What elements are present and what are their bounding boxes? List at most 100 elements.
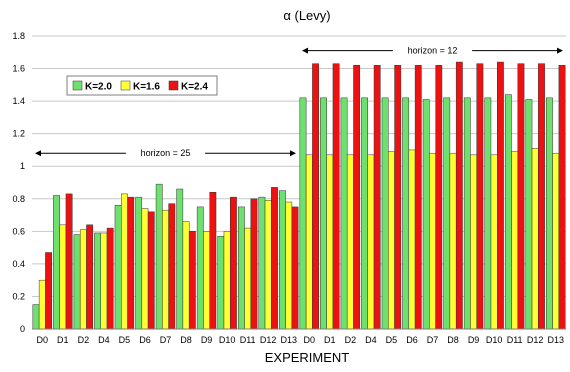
bar [435,65,443,330]
bar [484,97,492,330]
bar [367,154,375,330]
x-tick-label: D1 [57,335,69,345]
x-tick-label: D2 [78,335,90,345]
y-tick-label: 1.2 [12,129,25,139]
bar [312,63,319,330]
x-tick-label: D10 [219,335,236,345]
x-tick-label: D10 [486,335,503,345]
axes: 0 0.2 0.4 0.6 0.8 1 1.2 1.4 1.6 1.8 D0 D1 D2 D4 D5 D6 D7… [12,31,566,345]
bar [135,196,143,330]
x-tick-label: D8 [447,335,459,345]
bar [59,224,67,330]
bar [538,63,545,330]
bar [463,97,471,330]
x-tick-label: D5 [119,335,131,345]
bar [196,206,204,330]
x-tick-label: D8 [180,335,192,345]
annotation-label: horizon = 25 [141,148,191,158]
bar [546,97,553,330]
bar [517,63,525,330]
y-tick-label: 0.2 [12,291,25,301]
bar [209,192,217,330]
legend: K=2.0 K=1.6 K=2.4 [66,75,218,96]
x-tick-label: D0 [304,335,316,345]
bar [264,200,272,330]
legend-label: K=2.0 [85,82,112,93]
bar [388,151,395,330]
bar [402,97,410,330]
bar [250,198,258,330]
bar [53,195,60,330]
bar [114,205,122,330]
x-axis-title: EXPERIMENT [265,350,350,365]
legend-label: K=1.6 [133,82,160,93]
legend-swatch [120,80,131,91]
bar [381,97,389,330]
bar [558,65,566,330]
x-tick-label: D5 [386,335,398,345]
bar [79,229,87,330]
x-tick-label: D6 [139,335,151,345]
x-tick-label: D13 [547,335,564,345]
x-tick-label: D11 [240,335,256,345]
bar [511,151,519,330]
bar [121,193,128,330]
annotations: horizon = 25 horizon = 12 [35,46,563,158]
bar [299,97,307,330]
bar [203,231,210,330]
x-tick-label: D12 [260,335,277,345]
x-tick-label: D0 [37,335,49,345]
bar [155,183,163,330]
bar [443,97,451,330]
annotation-label: horizon = 12 [408,46,458,56]
bar [258,196,266,330]
bar [497,61,504,330]
bar [176,188,184,330]
x-tick-label: D6 [406,335,418,345]
x-tick-label: D12 [527,335,544,345]
bar [127,196,135,330]
bars [32,61,566,330]
x-tick-label: D4 [365,335,377,345]
x-tick-label: D2 [345,335,357,345]
bar [373,65,381,330]
bar [455,61,463,330]
bar [73,234,81,330]
x-tick-label: D13 [280,335,297,345]
bar [414,65,422,330]
y-tick-label: 0.6 [12,226,25,236]
bar [230,196,237,330]
bar [188,231,196,330]
bar [147,211,155,330]
x-tick-label: D9 [201,335,213,345]
bar [449,152,457,330]
bar [525,99,533,330]
x-tick-label: D1 [324,335,336,345]
x-tick-label: D9 [468,335,480,345]
bar [106,227,114,330]
x-tick-label: D4 [98,335,110,345]
bar [504,94,512,330]
bar [531,148,539,330]
bar [182,221,190,330]
bar [237,206,245,330]
bar [332,63,340,330]
bar [552,152,560,330]
bar [244,227,252,330]
y-tick-label: 1 [20,161,25,171]
legend-swatch [168,80,179,91]
arrowhead-left [35,150,41,157]
y-tick-label: 1.8 [12,31,25,41]
bar [168,203,176,330]
bar [326,154,334,330]
bar [65,193,73,330]
bar [291,206,299,330]
chart-title: α (Levy) [283,8,330,23]
arrowhead-right [557,47,563,54]
bar [38,279,46,330]
bar [490,154,498,330]
arrowhead-right [290,150,296,157]
y-tick-label: 1.4 [12,96,25,106]
